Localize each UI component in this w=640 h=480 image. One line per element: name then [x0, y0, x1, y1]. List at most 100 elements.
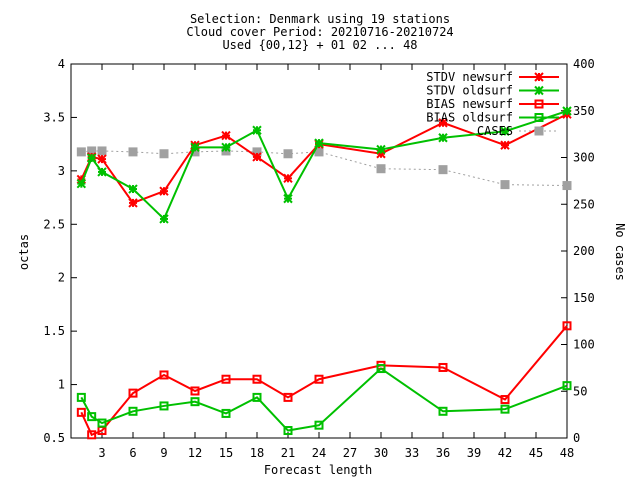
data-point — [159, 370, 169, 380]
y-tick-label: 3.5 — [43, 110, 65, 124]
y-tick-label: 2 — [58, 271, 65, 285]
data-point — [128, 198, 138, 208]
x-tick-label: 18 — [250, 446, 264, 460]
data-point — [221, 408, 231, 418]
legend-entry: STDV oldsurf — [426, 84, 559, 98]
y2-tick-label: 300 — [573, 151, 595, 165]
x-tick-label: 3 — [98, 446, 105, 460]
data-point — [562, 381, 572, 391]
data-point — [159, 214, 169, 224]
data-point — [438, 165, 448, 175]
x-tick-label: 48 — [560, 446, 574, 460]
data-point — [128, 388, 138, 398]
data-point — [314, 138, 324, 148]
series-stdv-oldsurf — [76, 106, 572, 224]
legend-label: BIAS oldsurf — [426, 111, 513, 125]
y2-tick-label: 400 — [573, 57, 595, 71]
legend-entry: CASES — [477, 124, 559, 138]
data-point — [500, 140, 510, 150]
x-tick-label: 33 — [405, 446, 419, 460]
data-point — [376, 164, 386, 174]
data-point — [86, 153, 97, 163]
data-point — [376, 364, 386, 374]
data-point — [562, 321, 572, 331]
y2-tick-label: 100 — [573, 338, 595, 352]
data-point — [534, 113, 544, 122]
data-point — [562, 181, 572, 191]
x-tick-label: 36 — [436, 446, 450, 460]
data-point — [159, 186, 169, 196]
data-point — [314, 374, 324, 384]
x-tick-label: 21 — [281, 446, 295, 460]
series-line — [80, 367, 568, 432]
data-point — [76, 147, 86, 157]
series-cases — [76, 146, 572, 191]
data-point — [534, 72, 544, 82]
y-tick-label: 1.5 — [43, 324, 65, 338]
data-point — [128, 147, 138, 157]
data-point — [97, 167, 107, 177]
data-point — [283, 149, 293, 159]
legend-entry: BIAS newsurf — [426, 97, 559, 111]
x-tick-label: 39 — [467, 446, 481, 460]
data-point — [97, 418, 107, 428]
series-line — [80, 113, 568, 205]
data-point — [190, 386, 200, 396]
y-tick-label: 1 — [58, 378, 65, 392]
data-point — [159, 401, 169, 411]
data-point — [562, 106, 572, 116]
data-point — [97, 154, 107, 164]
data-point — [376, 144, 386, 155]
y2-tick-label: 250 — [573, 197, 595, 211]
data-point — [87, 412, 97, 422]
y2-tick-label: 0 — [573, 431, 580, 445]
title-line-1: Selection: Denmark using 19 stations — [190, 12, 450, 26]
y-tick-label: 3 — [58, 164, 65, 178]
data-point — [190, 397, 200, 407]
series-bias-oldsurf — [76, 364, 572, 436]
data-point — [314, 420, 324, 430]
data-point — [438, 118, 448, 128]
y-tick-label: 0.5 — [43, 431, 65, 445]
series-line — [80, 110, 568, 221]
y2-tick-label: 200 — [573, 244, 595, 258]
x-tick-label: 15 — [219, 446, 233, 460]
data-point — [76, 407, 86, 417]
x-tick-label: 24 — [312, 446, 326, 460]
data-point — [76, 392, 86, 402]
title-line-2: Cloud cover Period: 20210716-20210724 — [186, 25, 453, 39]
y2-axis-label: No cases — [613, 223, 627, 281]
data-point — [438, 133, 448, 143]
legend-label: STDV newsurf — [426, 70, 513, 84]
data-point — [534, 126, 544, 136]
legend-label: BIAS newsurf — [426, 97, 513, 111]
data-point — [76, 178, 87, 189]
x-tick-label: 27 — [343, 446, 357, 460]
data-point — [87, 430, 97, 440]
y-axis-label: octas — [17, 234, 31, 270]
data-point — [500, 126, 510, 137]
data-point — [252, 152, 262, 162]
y2-tick-label: 50 — [573, 384, 587, 398]
x-axis-label: Forecast length — [264, 463, 372, 477]
data-point — [500, 404, 510, 414]
x-tick-label: 6 — [129, 446, 136, 460]
data-point — [221, 142, 231, 153]
x-tick-label: 12 — [188, 446, 202, 460]
data-point — [159, 149, 169, 159]
y-tick-label: 2.5 — [43, 217, 65, 231]
series-line — [81, 150, 568, 187]
x-tick-label: 9 — [160, 446, 167, 460]
x-tick-label: 30 — [374, 446, 388, 460]
data-point — [283, 392, 293, 402]
y-tick-label: 4 — [58, 57, 65, 71]
data-point — [252, 125, 262, 135]
legend-label: CASES — [477, 124, 513, 138]
data-point — [438, 362, 448, 372]
legend-label: STDV oldsurf — [426, 84, 513, 98]
data-point — [500, 180, 510, 190]
data-point — [283, 193, 293, 204]
legend-entry: BIAS oldsurf — [426, 111, 559, 125]
